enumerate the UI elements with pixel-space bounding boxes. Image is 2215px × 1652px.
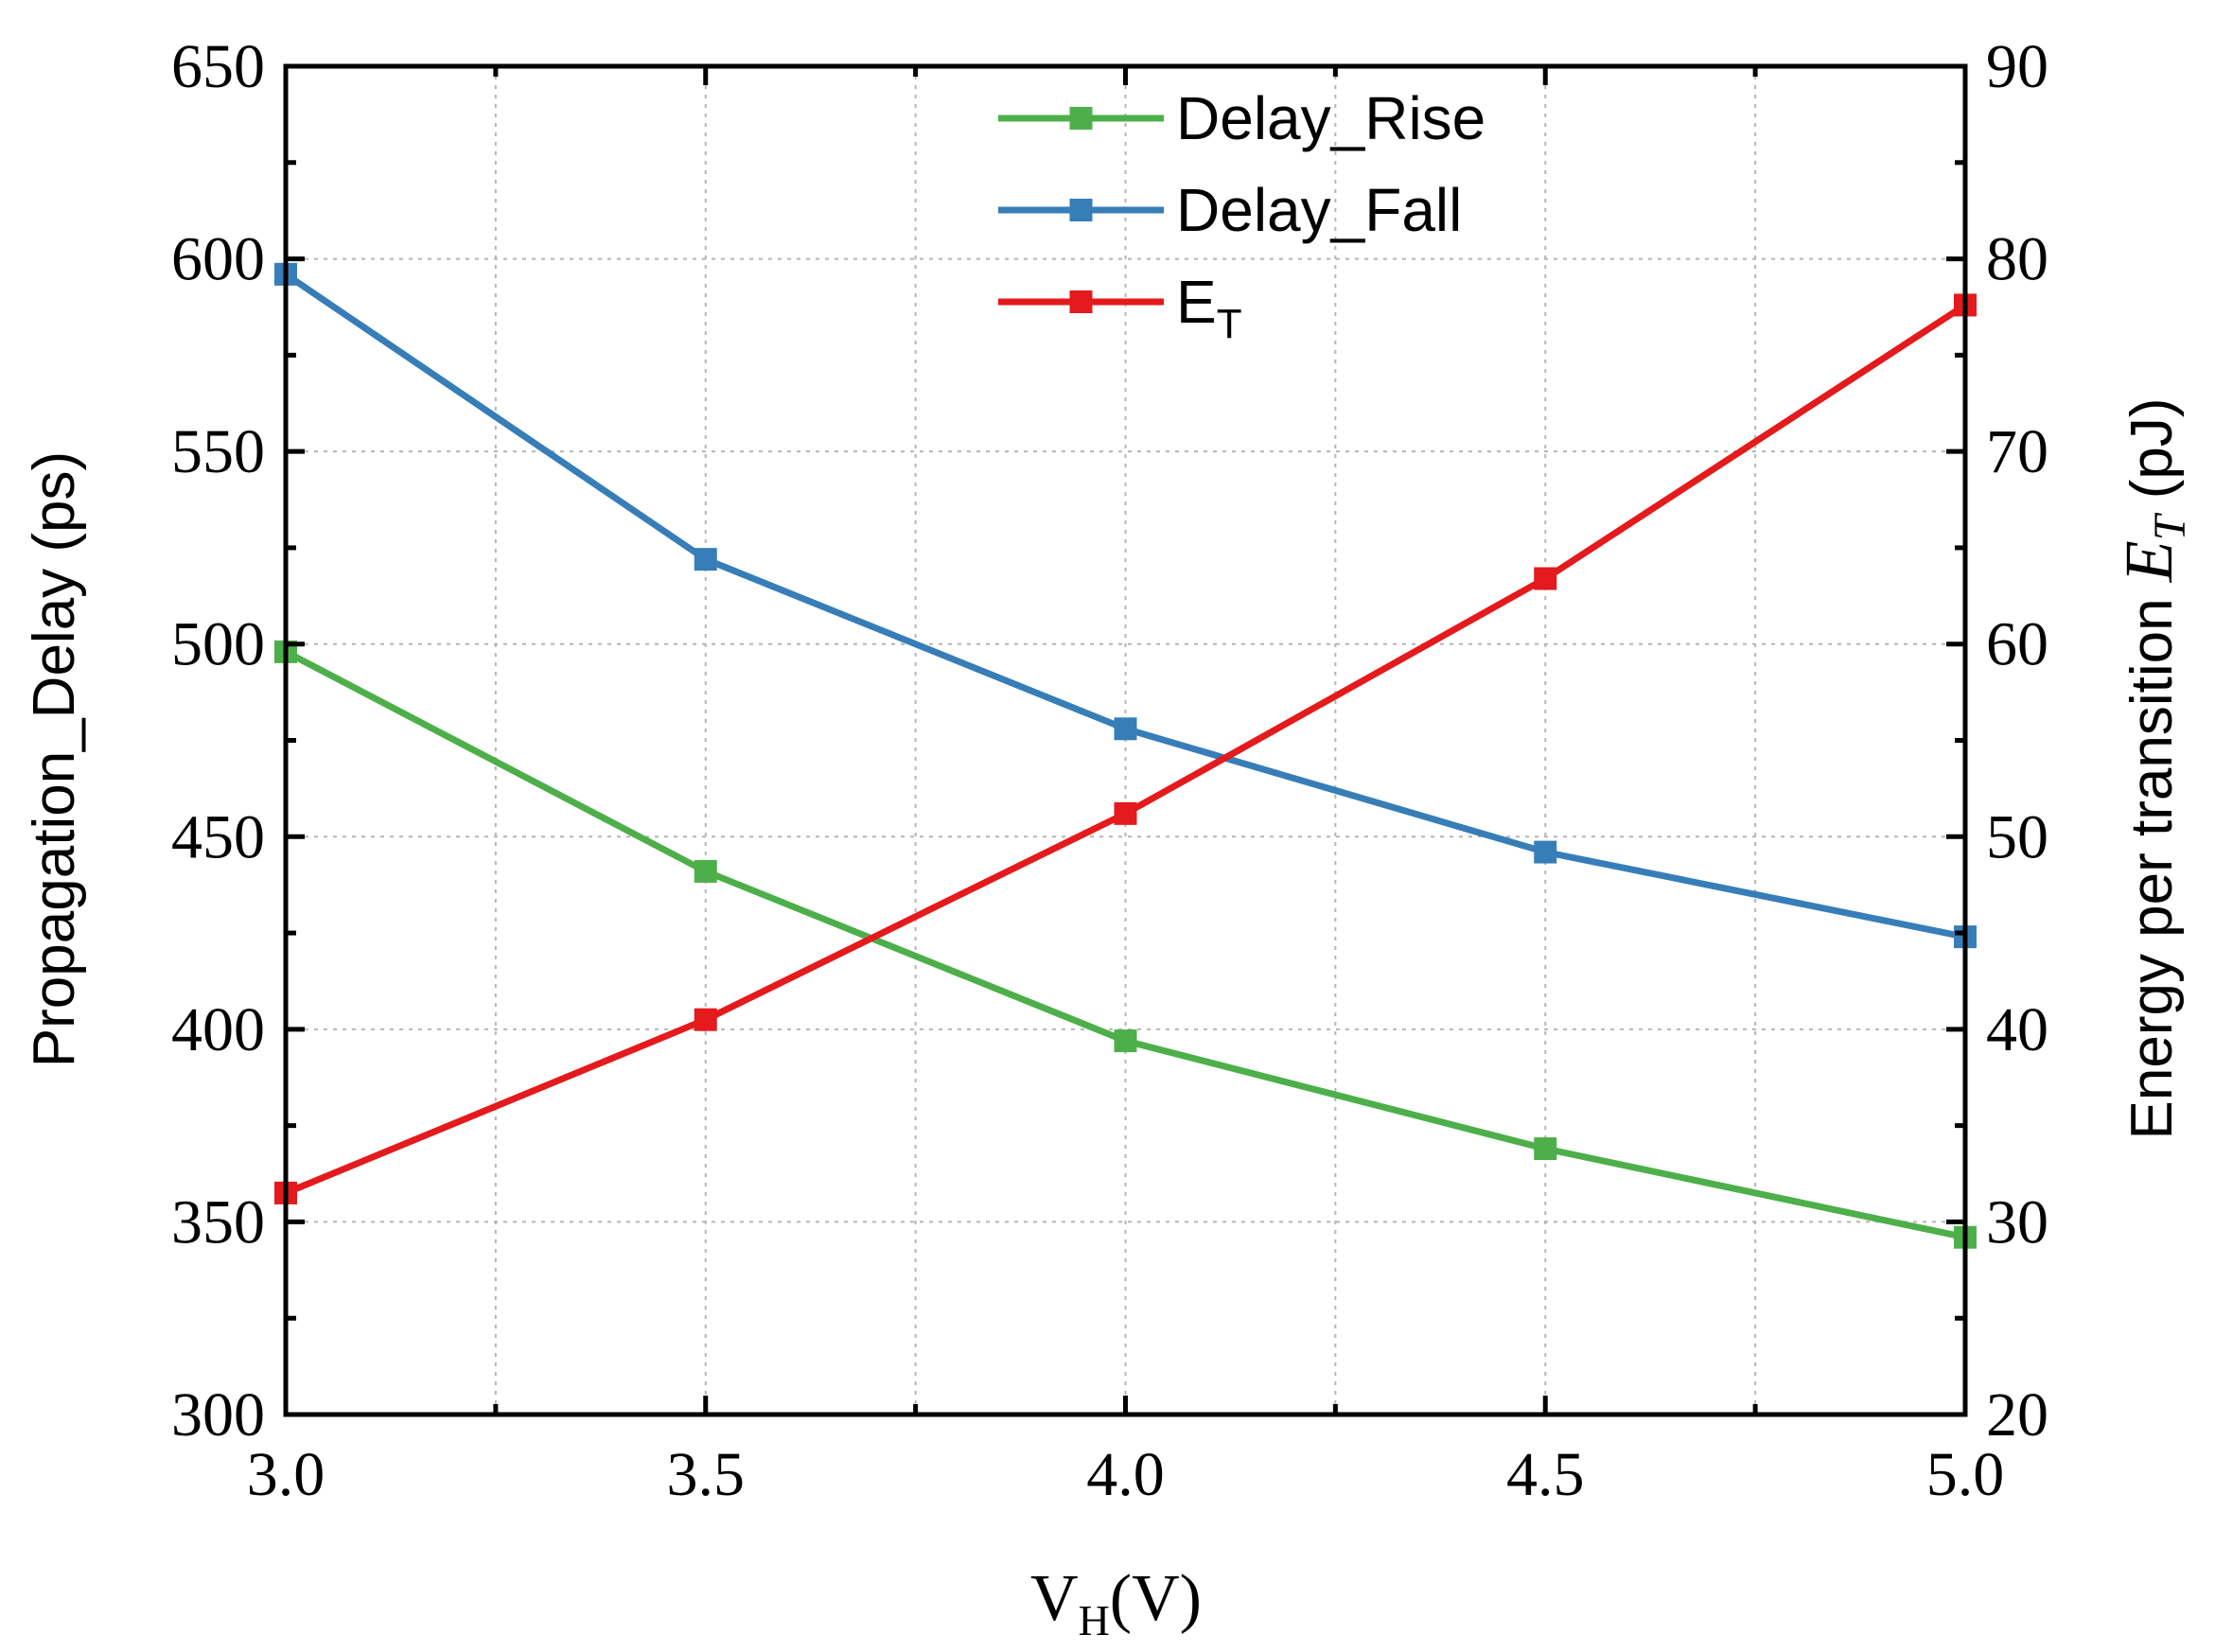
data-point-delay-rise [694, 859, 717, 883]
legend-marker-delay-fall [1069, 199, 1093, 221]
y-tick-label: 500 [171, 610, 265, 679]
data-point-delay-fall [1534, 840, 1557, 864]
y2-tick-label: 70 [1986, 417, 2048, 486]
y2-tick-label: 60 [1986, 610, 2048, 679]
y2-tick-label: 90 [1986, 32, 2048, 101]
data-point-delay-fall [1114, 717, 1137, 741]
x-tick-label: 3.0 [247, 1440, 325, 1509]
y2-tick-label: 50 [1986, 802, 2048, 871]
y-tick-label: 300 [171, 1380, 265, 1450]
y2-axis-title: Energy per transition ET (pJ) [2111, 398, 2195, 1140]
x-axis-title-main: V [1030, 1562, 1079, 1635]
y-tick-label: 600 [171, 225, 265, 294]
y2-tick-label: 80 [1986, 225, 2048, 294]
legend-label-e: ET [1176, 268, 1242, 347]
x-tick-label: 3.5 [667, 1440, 746, 1509]
legend-marker-delay-rise [1069, 107, 1093, 130]
data-point-e [694, 1008, 717, 1031]
y-tick-label: 550 [171, 417, 265, 486]
data-point-delay-rise [1114, 1029, 1137, 1053]
x-tick-label: 5.0 [1926, 1440, 2005, 1509]
data-point-delay-rise [1534, 1137, 1557, 1161]
series-layer [274, 262, 1977, 1249]
legend: Delay_Rise Delay_Fall ET [998, 84, 1485, 347]
y2-axis-title-var: E [2111, 540, 2187, 583]
y2-axis-title-prefix: Energy per transition [2119, 582, 2185, 1139]
y-tick-label: 650 [171, 32, 265, 101]
legend-label-delay-fall: Delay_Fall [1176, 176, 1462, 244]
y2-tick-label: 40 [1986, 995, 2048, 1064]
legend-marker-e [1069, 290, 1093, 313]
data-point-e [1534, 567, 1557, 590]
x-tick-label: 4.5 [1506, 1440, 1585, 1509]
y-tick-label: 450 [171, 802, 265, 871]
data-point-e [1114, 801, 1137, 825]
x-tick-label: 4.0 [1086, 1440, 1165, 1509]
y-axis-title: Propagation_Delay (ps) [22, 451, 87, 1067]
legend-label-delay-rise: Delay_Rise [1176, 84, 1485, 152]
y2-tick-label: 30 [1986, 1187, 2048, 1257]
y-tick-label: 350 [171, 1187, 265, 1257]
grid-lines [286, 66, 1965, 1415]
data-point-delay-fall [694, 548, 717, 571]
y2-axis-title-unit: (pJ) [2119, 398, 2185, 516]
y-tick-label: 400 [171, 995, 265, 1064]
x-axis-title: VH(V) [1030, 1562, 1202, 1644]
axis-ticks: 3.0 3.5 4.0 4.5 5.0 300 350 400 450 500 550 600 650 2… [171, 32, 2048, 1509]
y2-tick-label: 20 [1986, 1380, 2048, 1450]
x-axis-title-sub: H [1079, 1596, 1110, 1644]
y2-axis-title-sub: T [2145, 512, 2195, 540]
x-axis-title-unit: (V) [1110, 1562, 1202, 1635]
